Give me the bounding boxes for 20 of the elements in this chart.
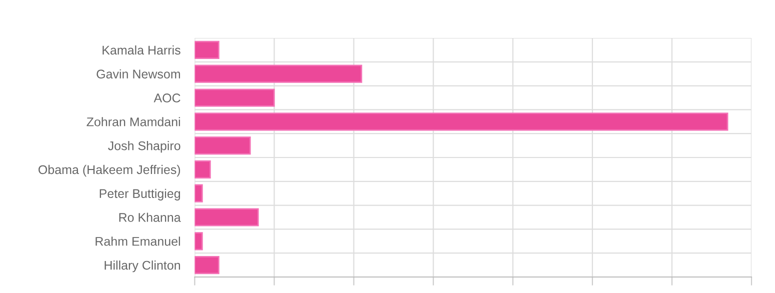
y-tick-label: Peter Buttigieg xyxy=(100,188,180,200)
y-tick-label: Ro Khanna xyxy=(119,212,181,222)
y-tick-label: Gavin Newsom xyxy=(96,69,180,78)
y-tick-label: Hillary Clinton xyxy=(104,260,180,272)
bar xyxy=(194,40,220,60)
bar xyxy=(194,64,362,83)
bar xyxy=(194,232,203,250)
y-tick-label: Josh Shapiro xyxy=(108,141,180,153)
bar xyxy=(194,184,203,202)
bar xyxy=(194,208,259,226)
y-tick-label: Obama (Hakeem Jeffries) xyxy=(38,164,180,177)
bar xyxy=(194,256,220,274)
bar xyxy=(194,88,275,107)
bar xyxy=(194,112,728,131)
y-tick-label: Zohran Mamdani xyxy=(86,117,180,126)
y-tick-label: Kamala Harris xyxy=(102,45,180,55)
bar xyxy=(194,136,251,155)
bar xyxy=(194,160,211,179)
y-tick-label: AOC xyxy=(154,94,180,102)
y-tick-label: Rahm Emanuel xyxy=(96,236,180,246)
